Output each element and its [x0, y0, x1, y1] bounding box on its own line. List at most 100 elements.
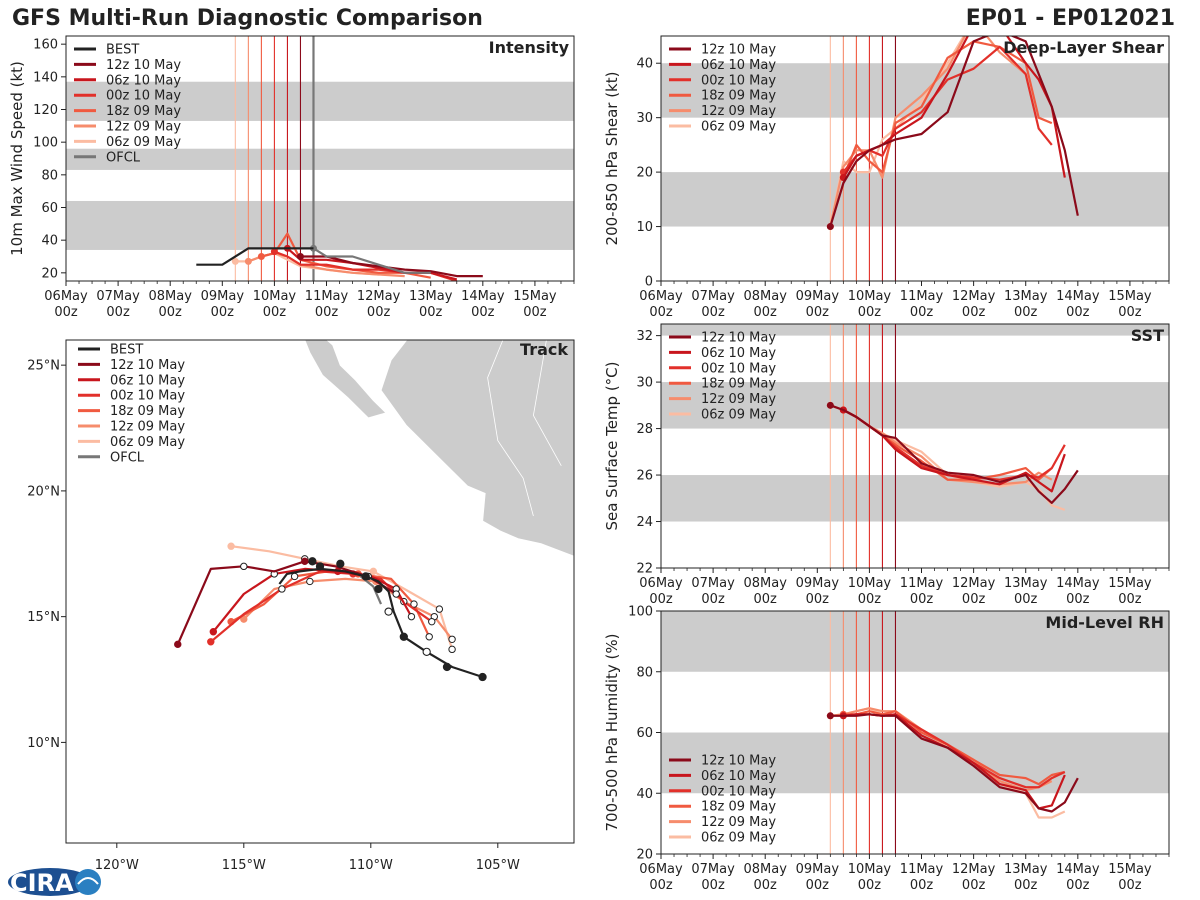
- intensity-ytick-label: 140: [33, 70, 58, 85]
- best-track-point: [478, 672, 487, 682]
- shear-xtick-label: 00z: [754, 305, 778, 320]
- rh-xtick-label: 09May: [796, 862, 840, 877]
- shear-xtick-label: 09May: [796, 289, 840, 304]
- intensity-series-line: [196, 247, 314, 266]
- sst-ytick-label: 26: [636, 469, 653, 484]
- rh-xtick-label: 15May: [1108, 862, 1152, 877]
- sst-shade-band: [661, 475, 1169, 522]
- sst-xtick-label: 11May: [900, 576, 944, 591]
- intensity-xtick-label: 08May: [148, 289, 192, 304]
- sst-series-line: [829, 404, 1079, 504]
- sst-xtick-label: 06May: [639, 576, 683, 591]
- rh-xtick-label: 14May: [1056, 862, 1100, 877]
- plot-panels: 2040608010012014016006May00z07May00z08Ma…: [8, 35, 1170, 893]
- intensity-ytick-label: 120: [33, 103, 58, 118]
- shear-xtick-label: 08May: [743, 289, 787, 304]
- sst-xtick-label: 00z: [649, 592, 673, 607]
- intensity-xtick-label: 00z: [315, 305, 339, 320]
- shear-xtick-label: 14May: [1056, 289, 1100, 304]
- shear-legend-label: 12z 09 May: [701, 104, 776, 119]
- best-track-point: [374, 584, 383, 594]
- best-track-point: [336, 559, 345, 568]
- intensity-ytick-label: 160: [33, 38, 58, 53]
- sst-legend-label: 12z 10 May: [701, 331, 776, 346]
- track-xtick-label: 105°W: [476, 858, 520, 873]
- track-point: [290, 572, 299, 581]
- rh-xtick-label: 06May: [639, 862, 683, 877]
- rh-ytick-label: 100: [628, 605, 653, 620]
- panel-sst: 22242628303206May00z07May00z08May00z09Ma…: [603, 323, 1170, 607]
- rh-legend-label: 00z 10 May: [701, 784, 776, 799]
- track-point: [425, 633, 433, 641]
- rh-shade-band: [661, 732, 1169, 794]
- intensity-ytick-label: 60: [41, 201, 58, 216]
- track-point: [278, 585, 286, 593]
- track-title: Track: [520, 340, 568, 359]
- rh-xtick-label: 00z: [806, 878, 830, 893]
- intensity-xtick-label: 07May: [96, 289, 140, 304]
- storm-id: EP01 - EP012021: [966, 6, 1175, 31]
- best-track-point: [442, 662, 452, 672]
- intensity-shade-band: [66, 81, 574, 121]
- rh-xtick-label: 00z: [1014, 878, 1038, 893]
- track-06z-09-may: [230, 545, 454, 650]
- sst-init-point: [826, 401, 834, 409]
- track-point: [301, 557, 309, 566]
- intensity-legend-label: 18z 09 May: [106, 104, 181, 119]
- intensity-series-line: [312, 247, 431, 274]
- track-legend-label: 18z 09 May: [110, 404, 185, 419]
- shear-xtick-label: 00z: [910, 305, 934, 320]
- shear-legend-label: 06z 09 May: [701, 120, 776, 135]
- rh-xtick-label: 00z: [858, 878, 882, 893]
- sst-xtick-label: 13May: [1004, 576, 1048, 591]
- intensity-shade-band: [66, 200, 574, 250]
- track-point: [407, 612, 416, 621]
- track-legend-label: 12z 10 May: [110, 358, 185, 373]
- rh-xtick-label: 00z: [1118, 878, 1142, 893]
- intensity-xtick-label: 00z: [471, 305, 495, 320]
- sst-legend-label: 12z 09 May: [701, 392, 776, 407]
- sst-ylabel: Sea Surface Temp (°C): [603, 361, 621, 530]
- track-ytick-label: 20°N: [27, 484, 60, 499]
- shear-init-point: [826, 223, 834, 231]
- shear-shade-band: [661, 172, 1169, 227]
- shear-xtick-label: 06May: [639, 289, 683, 304]
- panel-shear: 01020304006May00z07May00z08May00z09May00…: [603, 35, 1170, 320]
- intensity-xtick-label: 00z: [419, 305, 443, 320]
- rh-series-line: [830, 713, 1079, 813]
- track-xtick-label: 120°W: [95, 858, 139, 873]
- logo-text: CIRA: [10, 869, 74, 897]
- track-point: [448, 645, 456, 654]
- intensity-ytick-label: 40: [41, 234, 58, 249]
- track-point: [306, 577, 314, 586]
- sst-xtick-label: 00z: [701, 592, 725, 607]
- track-point: [448, 635, 456, 643]
- shear-plot-area: [661, 36, 1169, 281]
- sst-ytick-label: 30: [636, 376, 653, 391]
- track-point: [410, 600, 418, 608]
- track-ytick-label: 10°N: [27, 736, 60, 751]
- intensity-xtick-label: 12May: [357, 289, 401, 304]
- shear-xtick-label: 07May: [691, 289, 735, 304]
- intensity-legend-label: 06z 09 May: [106, 135, 181, 150]
- track-legend-label: OFCL: [110, 450, 145, 465]
- rh-legend-label: 12z 10 May: [701, 754, 776, 769]
- sst-xtick-label: 15May: [1108, 576, 1152, 591]
- shear-ytick-label: 40: [636, 57, 653, 72]
- intensity-xtick-label: 00z: [263, 305, 287, 320]
- sst-shade-band: [661, 382, 1169, 429]
- shear-legend-label: 18z 09 May: [701, 89, 776, 104]
- intensity-ytick-label: 100: [33, 136, 58, 151]
- intensity-init-point: [244, 257, 252, 265]
- rh-ytick-label: 20: [636, 848, 653, 863]
- intensity-shade-band: [66, 148, 574, 170]
- shear-ytick-label: 30: [636, 111, 653, 126]
- shear-legend-label: 06z 10 May: [701, 58, 776, 73]
- shear-xtick-label: 00z: [1066, 305, 1090, 320]
- shear-ytick-label: 0: [645, 275, 653, 290]
